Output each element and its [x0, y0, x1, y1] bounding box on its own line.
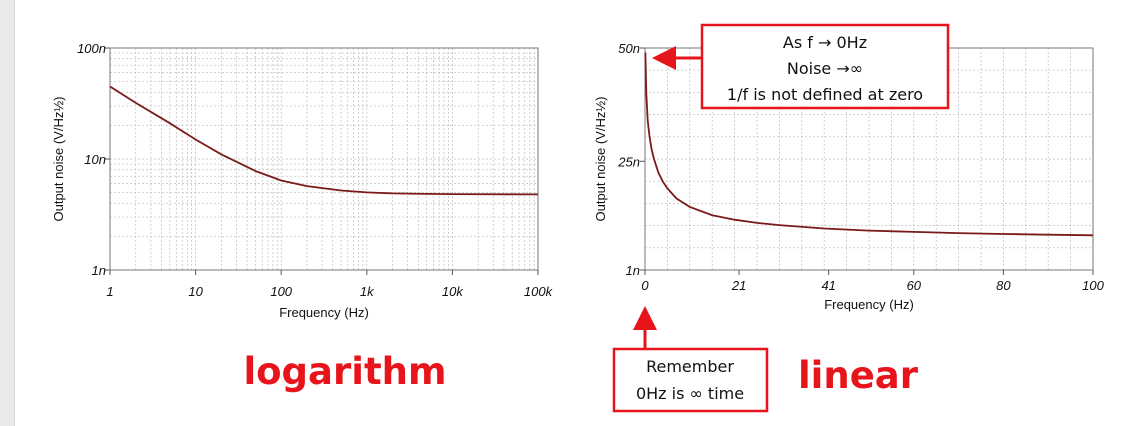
linear-chart-x-tick-label: 21	[731, 278, 746, 293]
callout-bottom: Remember 0Hz is ∞ time	[612, 306, 769, 413]
callout-bottom-box	[612, 347, 769, 413]
log-chart-x-tick-label: 1k	[360, 284, 375, 299]
linear-chart-series-line	[644, 52, 1094, 237]
linear-chart-x-tick-label: 80	[996, 278, 1011, 293]
callout-top-line-1: As f → 0Hz	[783, 33, 867, 52]
linear-chart-y-tick-label: 1n	[626, 263, 640, 278]
linear-chart: 0 21 41 60 80 100 1n 25n 50n Frequency (Hz) Out…	[593, 41, 1105, 312]
log-chart-y-axis-label: Output noise (V/Hz½)	[51, 97, 66, 222]
callout-bottom-line-2: 0Hz is ∞ time	[636, 384, 744, 403]
callout-top-line-2: Noise →∞	[787, 59, 863, 78]
linear-label: linear	[798, 354, 919, 397]
callout-bottom-line-1: Remember	[646, 357, 734, 376]
callout-top-line-3: 1/f is not defined at zero	[727, 85, 923, 104]
linear-chart-x-axis-label: Frequency (Hz)	[824, 297, 914, 312]
linear-chart-x-tick-label: 0	[641, 278, 649, 293]
log-chart-y-tick-label: 1n	[92, 263, 106, 278]
linear-chart-y-ticks: 1n 25n 50n	[617, 41, 645, 278]
log-chart-x-tick-label: 10k	[442, 284, 464, 299]
linear-chart-y-axis-label: Output noise (V/Hz½)	[593, 97, 608, 222]
linear-chart-x-tick-label: 100	[1082, 278, 1104, 293]
left-sidebar-strip	[0, 0, 15, 426]
linear-chart-y-tick-label: 50n	[618, 41, 640, 56]
log-chart-x-tick-label: 100	[270, 284, 292, 299]
log-chart-y-ticks: 1n 10n 100n	[77, 41, 110, 278]
log-chart-x-axis-label: Frequency (Hz)	[279, 305, 369, 320]
log-chart: 1 10 100 1k 10k 100k 1n 10n 100n Frequency (Hz)…	[51, 41, 554, 320]
log-chart-series-line	[109, 85, 539, 196]
log-chart-x-tick-label: 1	[106, 284, 113, 299]
logarithm-label: logarithm	[243, 350, 446, 393]
callout-top-box	[700, 23, 950, 110]
log-chart-y-tick-label: 10n	[84, 152, 106, 167]
linear-chart-x-tick-label: 41	[821, 278, 835, 293]
log-chart-y-tick-label: 100n	[77, 41, 106, 56]
callout-top: As f → 0Hz Noise →∞ 1/f is not defined a…	[652, 23, 950, 110]
log-chart-x-tick-label: 100k	[524, 284, 554, 299]
linear-chart-y-tick-label: 25n	[617, 154, 640, 169]
linear-chart-x-ticks: 0 21 41 60 80 100	[641, 270, 1105, 293]
log-chart-grid	[110, 48, 538, 270]
log-chart-x-tick-label: 10	[188, 284, 203, 299]
log-chart-x-ticks: 1 10 100 1k 10k 100k	[106, 270, 554, 299]
linear-chart-x-tick-label: 60	[907, 278, 922, 293]
